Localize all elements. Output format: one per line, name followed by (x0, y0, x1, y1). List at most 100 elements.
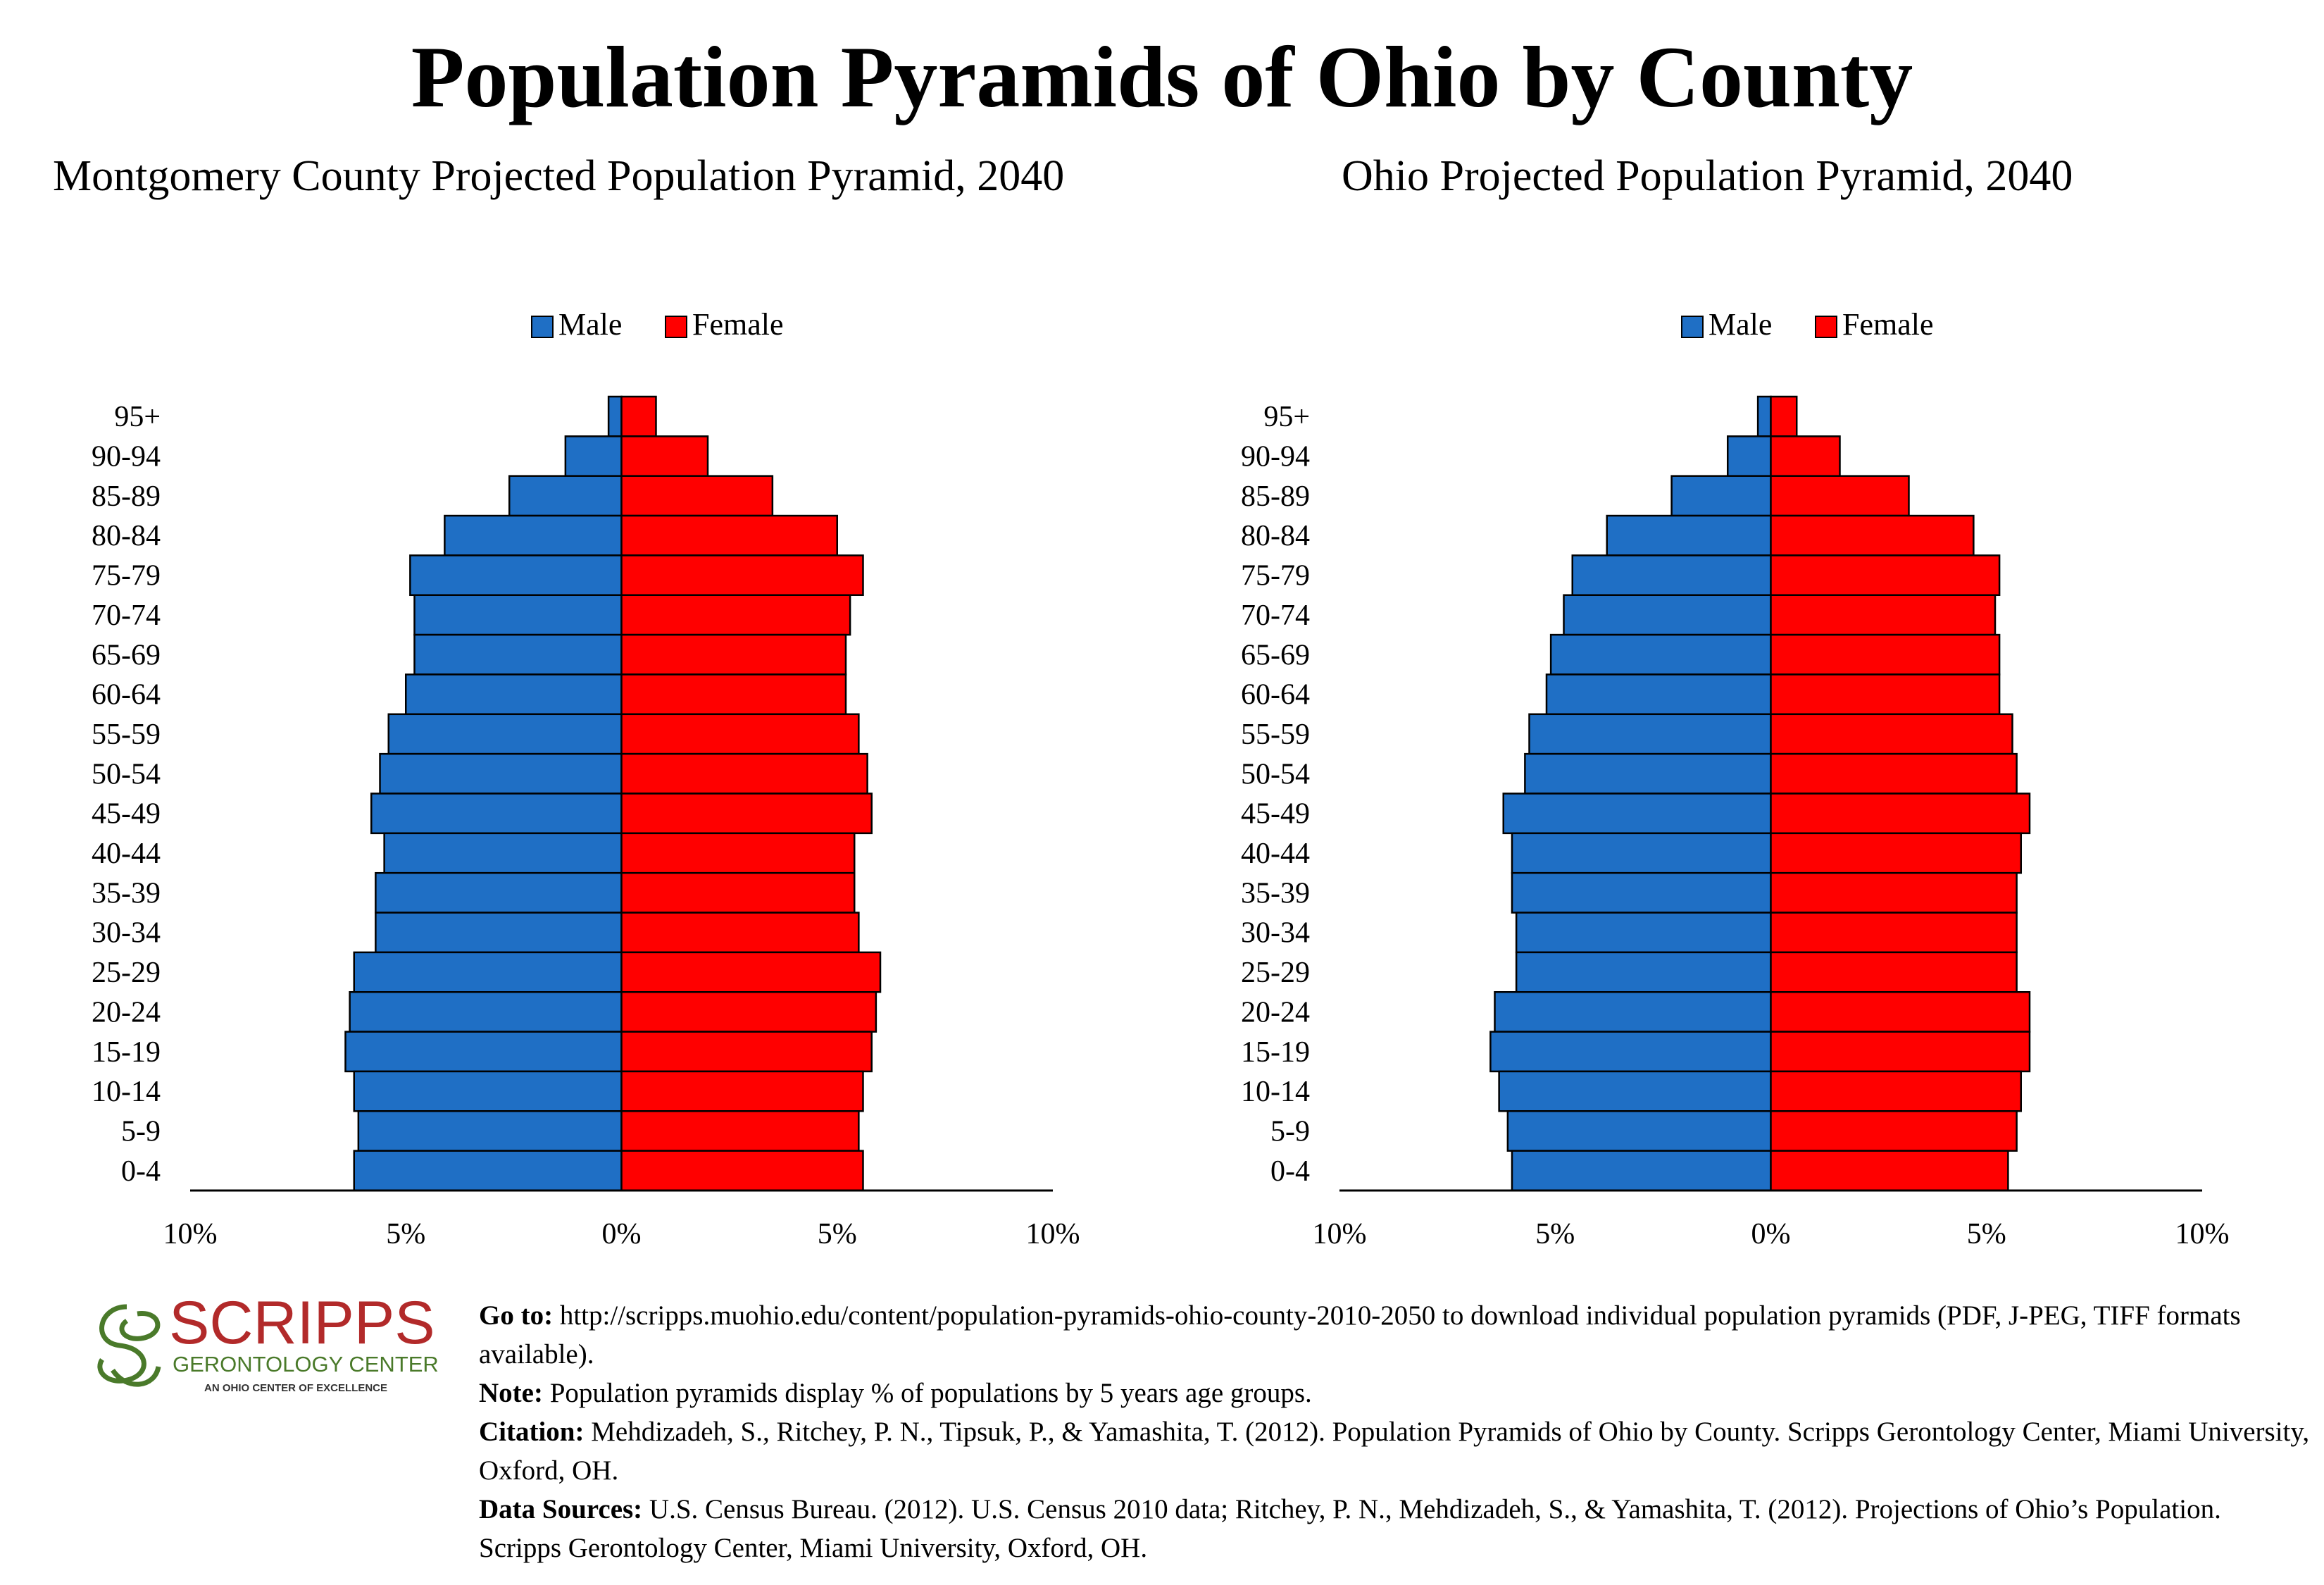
bar-female-50-54 (620, 752, 868, 795)
legend: Male Female (1681, 307, 1934, 342)
legend-label-female: Female (692, 307, 784, 342)
bar-male-80-84 (444, 514, 623, 557)
bar-female-70-74 (1770, 594, 1997, 636)
bar-female-70-74 (620, 594, 851, 636)
age-label: 20-24 (1241, 996, 1310, 1028)
age-label: 0-4 (121, 1155, 161, 1188)
bar-male-65-69 (1549, 633, 1772, 676)
bar-female-10-14 (620, 1070, 864, 1112)
bar-male-25-29 (1515, 951, 1772, 993)
age-label: 55-59 (1241, 719, 1310, 751)
footer-notes: Go to: http://scripps.muohio.edu/content… (479, 1296, 2310, 1567)
legend-swatch-male (1681, 316, 1704, 338)
bar-male-40-44 (1511, 832, 1772, 874)
bar-male-45-49 (1502, 792, 1772, 835)
x-tick-label: 5% (1535, 1218, 1575, 1250)
x-tick-label: 5% (386, 1218, 425, 1250)
age-label: 80-84 (1241, 520, 1310, 552)
legend-swatch-male (531, 316, 554, 338)
x-tick-label: 10% (2175, 1218, 2230, 1250)
x-tick-label: 0% (602, 1218, 642, 1250)
age-label: 95+ (1263, 401, 1310, 433)
legend-swatch-female (1815, 316, 1837, 338)
age-label: 40-44 (1241, 838, 1310, 870)
age-label: 95+ (114, 401, 161, 433)
age-label: 20-24 (92, 996, 161, 1028)
age-label: 55-59 (92, 719, 161, 751)
footer-citation: Citation: Mehdizadeh, S., Ritchey, P. N.… (479, 1417, 2310, 1486)
bar-female-75-79 (620, 554, 864, 597)
bar-male-10-14 (353, 1070, 623, 1112)
footer-sources: Data Sources: U.S. Census Bureau. (2012)… (479, 1494, 2221, 1563)
x-tick-label: 5% (1967, 1218, 2006, 1250)
bar-female-90-94 (620, 435, 709, 477)
age-label: 10-14 (1241, 1076, 1310, 1108)
age-label: 45-49 (1241, 798, 1310, 831)
age-label: 80-84 (92, 520, 161, 552)
bar-female-30-34 (1770, 912, 2018, 954)
chart-title-montgomery: Montgomery County Projected Population P… (53, 152, 1065, 200)
age-label: 75-79 (92, 560, 161, 592)
bar-female-65-69 (1770, 633, 2001, 676)
bar-female-55-59 (1770, 713, 2013, 755)
bar-female-95+ (620, 395, 657, 437)
legend-label-male: Male (1708, 307, 1772, 342)
legend-swatch-female (665, 316, 687, 338)
age-label: 70-74 (1241, 599, 1310, 632)
legend-label-female: Female (1842, 307, 1934, 342)
bar-male-90-94 (1727, 435, 1772, 477)
x-tick-label: 5% (818, 1218, 857, 1250)
bar-female-0-4 (620, 1150, 864, 1192)
age-label: 90-94 (92, 441, 161, 473)
logo-name: SCRIPPS (169, 1289, 435, 1357)
age-label: 70-74 (92, 599, 161, 632)
bar-female-95+ (1770, 395, 1798, 437)
bar-male-5-9 (357, 1110, 623, 1152)
bar-female-10-14 (1770, 1070, 2022, 1112)
bar-male-0-4 (1511, 1150, 1772, 1192)
bar-female-80-84 (1770, 514, 1975, 557)
bar-male-35-39 (1511, 871, 1772, 914)
bar-male-55-59 (1528, 713, 1772, 755)
bar-male-75-79 (1571, 554, 1772, 597)
bar-female-85-89 (620, 475, 774, 517)
bar-male-95+ (1756, 395, 1772, 437)
bar-male-35-39 (375, 871, 623, 914)
bar-female-30-34 (620, 912, 860, 954)
bar-male-80-84 (1606, 514, 1772, 557)
bar-female-55-59 (620, 713, 860, 755)
age-label: 10-14 (92, 1076, 161, 1108)
bar-male-50-54 (1524, 752, 1772, 795)
age-label: 40-44 (92, 838, 161, 870)
age-label: 65-69 (1241, 639, 1310, 671)
bar-female-35-39 (1770, 871, 2018, 914)
bar-female-60-64 (620, 673, 847, 716)
bar-male-20-24 (1494, 991, 1772, 1033)
bar-male-0-4 (353, 1150, 623, 1192)
age-label: 30-34 (92, 917, 161, 950)
bar-female-15-19 (1770, 1031, 2031, 1073)
bar-male-85-89 (508, 475, 623, 517)
scripps-logo: SCRIPPS GERONTOLOGY CENTER AN OHIO CENTE… (85, 1286, 451, 1398)
logo-subtitle: GERONTOLOGY CENTER (173, 1352, 439, 1376)
bar-female-25-29 (1770, 951, 2018, 993)
bar-male-20-24 (349, 991, 623, 1033)
bar-male-85-89 (1670, 475, 1772, 517)
bar-male-70-74 (1563, 594, 1772, 636)
bar-female-40-44 (620, 832, 856, 874)
x-tick-label: 0% (1751, 1218, 1791, 1250)
bar-female-50-54 (1770, 752, 2018, 795)
bar-female-75-79 (1770, 554, 2001, 597)
footer-goto: Go to: http://scripps.muohio.edu/content… (479, 1300, 2241, 1369)
bar-female-45-49 (620, 792, 873, 835)
bar-male-90-94 (564, 435, 623, 477)
bar-female-45-49 (1770, 792, 2031, 835)
x-tick-label: 10% (1026, 1218, 1080, 1250)
bar-male-65-69 (413, 633, 623, 676)
age-label: 60-64 (92, 679, 161, 711)
age-label: 65-69 (92, 639, 161, 671)
age-label: 25-29 (92, 957, 161, 989)
age-label: 0-4 (1270, 1155, 1310, 1188)
